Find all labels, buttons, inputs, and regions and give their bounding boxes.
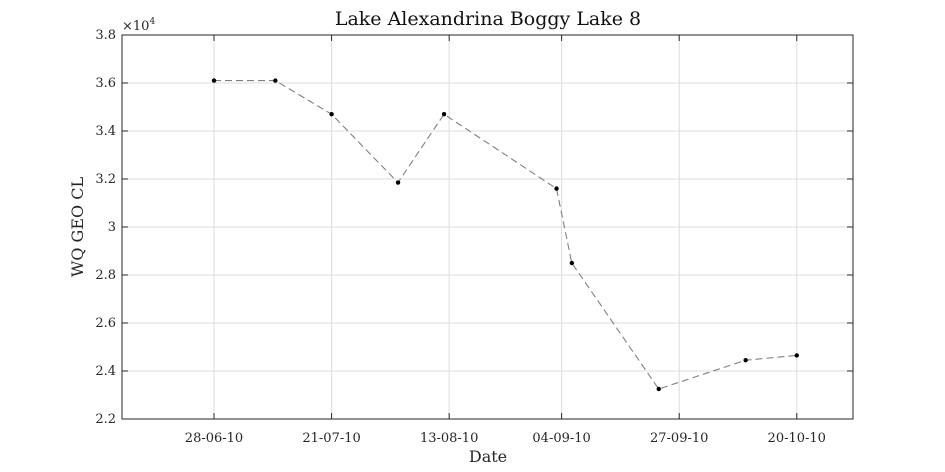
data-point	[329, 112, 334, 117]
x-tick-label: 28-06-10	[185, 431, 243, 446]
data-point	[441, 112, 447, 117]
data-point	[743, 358, 748, 363]
data-point	[794, 353, 799, 358]
y-tick-label: 3.6	[95, 76, 116, 91]
data-point	[273, 78, 278, 83]
grid-lines	[122, 35, 853, 419]
x-tick-label: 04-09-10	[532, 431, 590, 446]
data-point	[569, 260, 575, 266]
y-axis-exponent-power: 4	[149, 17, 155, 27]
data-point	[656, 386, 661, 392]
y-tick-label: 3.2	[95, 172, 116, 187]
y-axis-exponent-base: ×10	[122, 19, 149, 34]
data-point	[395, 180, 401, 185]
x-tick-label: 27-09-10	[650, 431, 708, 446]
chart-title: Lake Alexandrina Boggy Lake 8	[335, 8, 641, 30]
x-axis-tick-labels: 28-06-10 21-07-10 13-08-10 04-09-10 27-09-10…	[185, 431, 826, 446]
data-point	[554, 186, 559, 191]
y-axis-tick-labels: 2.2 2.4 2.6 2.8 3 3.2 3.4 3.6 3.8	[95, 28, 116, 427]
x-tick-label: 13-08-10	[420, 431, 478, 446]
y-tick-label: 3.8	[95, 28, 116, 43]
y-tick-label: 2.8	[95, 268, 116, 283]
y-tick-label: 2.4	[95, 364, 116, 379]
y-tick-label: 3.4	[95, 124, 116, 139]
series-line	[214, 80, 797, 390]
x-tick-label: 21-07-10	[302, 431, 360, 446]
y-axis-exponent: ×104	[122, 17, 155, 34]
y-tick-label: 2.6	[95, 316, 116, 331]
y-axis-label: WQ GEO CL	[68, 177, 87, 278]
x-tick-label: 20-10-10	[768, 431, 826, 446]
data-series	[211, 78, 799, 392]
x-axis-label: Date	[469, 447, 507, 466]
data-point	[211, 78, 217, 83]
y-tick-label: 3	[108, 220, 116, 235]
y-tick-label: 2.2	[95, 412, 116, 427]
axis-ticks	[122, 34, 853, 420]
